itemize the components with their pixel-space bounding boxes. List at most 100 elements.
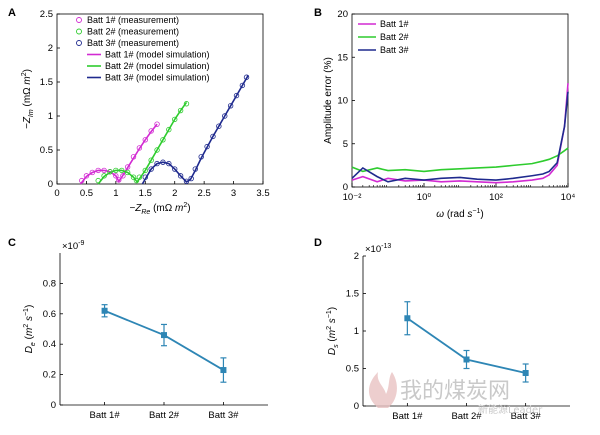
data-point-batt1 xyxy=(79,177,85,184)
x-tick-label: 2 xyxy=(172,188,177,199)
y-axis-label: De (m2 s−1) xyxy=(23,305,37,354)
data-point-batt1 xyxy=(113,173,119,179)
data-point xyxy=(463,356,470,363)
data-point-batt2 xyxy=(177,107,184,114)
legend-label: Batt 2# (measurement) xyxy=(87,27,179,37)
data-point-batt3 xyxy=(222,113,228,119)
y-tick-label: 0 xyxy=(343,182,348,193)
data-point-batt1 xyxy=(116,177,122,183)
y-axis-label: Amplitude error (%) xyxy=(323,57,334,144)
legend-label: Batt 1# (model simulation) xyxy=(105,50,210,60)
y-tick-label: 2 xyxy=(354,251,359,262)
x-tick-label: Batt 3# xyxy=(511,411,542,422)
x-tick-label: Batt 2# xyxy=(149,410,180,421)
y-tick-label: 0 xyxy=(48,179,53,190)
data-point-batt3 xyxy=(198,154,204,160)
legend-marker xyxy=(76,40,82,46)
panel-letter-c: C xyxy=(8,237,16,249)
nyquist-chart: 0 0.5 1 1.5 2 2.5 3 3.5 0 0.5 1 1.5 2 2.5 −ZRe (mΩ m2)… xyxy=(21,9,270,216)
data-point-batt3 xyxy=(243,74,250,80)
y-exponent-label: ×10-13 xyxy=(365,243,391,255)
data-point-batt3 xyxy=(210,133,216,140)
y-tick-label: 10 xyxy=(337,96,348,107)
x-tick-label: 10² xyxy=(489,192,503,203)
flame-logo-icon xyxy=(368,372,397,408)
x-tick-label: Batt 1# xyxy=(90,410,121,421)
data-point xyxy=(404,315,411,322)
y-tick-label: 15 xyxy=(337,52,348,63)
y-tick-label: 2 xyxy=(48,43,53,54)
data-point-batt2 xyxy=(172,116,178,123)
series-line-batt2 xyxy=(351,147,569,173)
x-tick-label: 1 xyxy=(113,188,118,199)
data-point-batt2 xyxy=(142,167,148,174)
data-point-batt3 xyxy=(216,123,222,129)
y-tick-label: 20 xyxy=(337,9,348,20)
data-point-batt3 xyxy=(142,174,148,180)
x-tick-label: 10⁰ xyxy=(417,192,432,203)
x-tick-label: 10⁻² xyxy=(343,192,362,203)
legend-marker xyxy=(76,28,82,35)
data-point-batt1 xyxy=(89,169,96,176)
y-tick-label: 0 xyxy=(51,400,56,411)
panel-letter-b: B xyxy=(314,7,322,19)
data-point-batt3 xyxy=(192,166,199,172)
data-point-batt2 xyxy=(160,137,166,143)
data-point-batt3 xyxy=(177,173,184,179)
legend-label: Batt 2# xyxy=(380,32,409,42)
panel-letter-d: D xyxy=(314,237,322,249)
y-tick-label: 0.8 xyxy=(43,278,56,289)
solid-diffusivity-chart: 0 0.5 1 1.5 2 ×10-13 Batt 1# Batt 2# Batt 3# Ds (… xyxy=(326,243,570,422)
data-point-batt3 xyxy=(233,92,240,99)
data-point-batt3 xyxy=(172,166,178,172)
electrolyte-diffusivity-chart: 0 0.2 0.4 0.6 0.8 ×10-9 Batt 1# Batt 2# Batt 3# D… xyxy=(23,240,268,421)
data-point xyxy=(522,370,529,376)
y-tick-label: 0.5 xyxy=(40,145,53,156)
x-axis-label: −ZRe (mΩ m2) xyxy=(129,202,190,216)
plot-frame xyxy=(56,13,264,185)
y-tick-label: 1 xyxy=(48,111,53,122)
x-tick-label: 10⁴ xyxy=(561,192,576,203)
watermark-text: 我的煤炭网 xyxy=(400,379,510,404)
data-point-batt2 xyxy=(133,177,140,184)
data-point-batt2 xyxy=(154,147,160,153)
data-point-batt2 xyxy=(119,167,125,174)
legend-label: Batt 1# xyxy=(380,19,409,29)
y-axis-label: −ZIm (mΩ m2) xyxy=(21,69,35,129)
data-point-batt2 xyxy=(136,174,143,180)
data-point-batt2 xyxy=(113,167,119,174)
x-tick-label: Batt 3# xyxy=(208,410,239,421)
data-point-batt1 xyxy=(124,164,131,170)
y-tick-label: 0.5 xyxy=(346,364,359,375)
amplitude-error-chart: 10⁻² 10⁰ 10² 10⁴ 0 5 10 15 20 ω (rad s−1) Amplitud… xyxy=(323,9,575,220)
data-point-batt1 xyxy=(120,173,126,179)
y-tick-label: 5 xyxy=(343,139,348,150)
data-point-batt1 xyxy=(142,137,148,143)
x-tick-label: 3.5 xyxy=(256,188,269,199)
legend-label: Batt 3# (measurement) xyxy=(87,38,179,48)
legend-label: Batt 1# (measurement) xyxy=(87,15,179,25)
y-tick-label: 0 xyxy=(354,401,359,412)
y-exponent-label: ×10-9 xyxy=(62,240,84,252)
x-tick-label: 1.5 xyxy=(139,188,152,199)
data-point-batt1 xyxy=(130,154,137,160)
data-point-batt2 xyxy=(166,126,172,133)
data-point-batt3 xyxy=(183,178,190,184)
data-point-batt2 xyxy=(101,173,107,179)
data-point-batt3 xyxy=(166,160,172,167)
watermark-subtext: 新能源Leader xyxy=(478,403,543,416)
data-point-batt3 xyxy=(154,160,160,167)
x-tick-label: Batt 2# xyxy=(451,411,482,422)
data-point-batt2 xyxy=(95,177,101,184)
panel-letter-a: A xyxy=(8,7,16,19)
data-point-batt2 xyxy=(183,101,190,107)
data-point-batt1 xyxy=(148,128,154,134)
data-point-batt2 xyxy=(107,169,113,175)
y-tick-label: 1.5 xyxy=(40,77,53,88)
x-tick-label: 0.5 xyxy=(80,188,93,199)
data-point-batt1 xyxy=(83,173,90,179)
x-axis-label: ω (rad s−1) xyxy=(436,208,483,220)
y-tick-label: 1.5 xyxy=(346,289,359,300)
data-point-batt3 xyxy=(227,103,234,109)
